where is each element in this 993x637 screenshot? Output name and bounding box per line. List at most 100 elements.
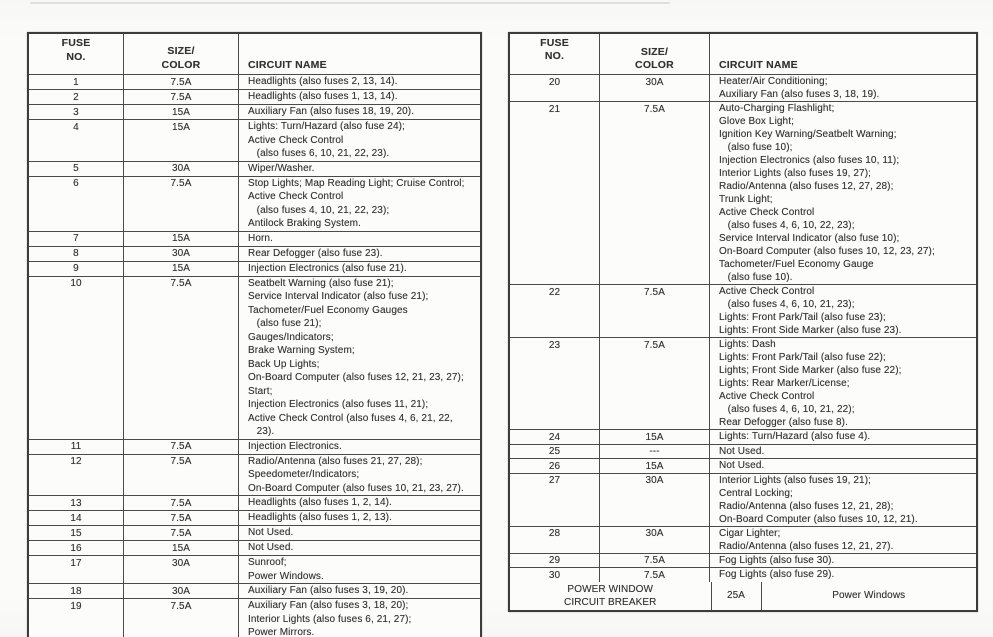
fuse-number-cell: 10 (29, 276, 124, 439)
fuse-table-left: FUSE NO. SIZE/ COLOR CIRCUIT NAME 1 7.5A… (27, 32, 482, 637)
circuit-name-cell: Wiper/Washer. (248, 162, 315, 174)
circuit-name-cell: Auxiliary Fan (also fuses 3, 19, 20). (248, 585, 409, 596)
fuse-table-row: 21 7.5A Auto-Charging Flashlight; Glove … (510, 101, 976, 284)
fuse-size-cell: 30A (600, 526, 710, 553)
fuse-table-row: 15 7.5A Not Used. (29, 525, 480, 540)
fuse-size-cell: 15A (124, 231, 239, 246)
fuse-number-cell: 12 (29, 454, 124, 495)
fuse-table-row: 14 7.5A Headlights (also fuses 1, 2, 13)… (29, 510, 480, 525)
fuse-table-row: 8 30A Rear Defogger (also fuse 23). (29, 245, 480, 261)
fuse-table-row: 13 7.5A Headlights (also fuses 1, 2, 14)… (29, 495, 480, 510)
fuse-number-cell: 30 (510, 568, 600, 582)
circuit-name-cell: Headlights (also fuses 2, 13, 14). (248, 76, 398, 87)
fuse-size-cell: 15A (124, 105, 239, 119)
fuse-table-row: 28 30A Cigar Lighter; Radio/Antenna (als… (510, 525, 976, 553)
circuit-name-cell: Sunroof; Power Windows. (248, 557, 324, 582)
circuit-name-cell: Fog Lights (also fuse 29). (719, 569, 835, 580)
fuse-table-row: 18 30A Auxiliary Fan (also fuses 3, 19, … (29, 583, 480, 598)
table-header-left: FUSE NO. SIZE/ COLOR CIRCUIT NAME (29, 34, 480, 74)
fuse-number-cell: 25 (510, 444, 600, 458)
breaker-name-cell: Power Windows (832, 590, 906, 601)
fuse-table-row: 30 7.5A Fog Lights (also fuse 29). (510, 567, 976, 582)
circuit-name-cell: Lights: Turn/Hazard (also fuse 24); Acti… (248, 121, 405, 159)
fuse-table-row: 4 15A Lights: Turn/Hazard (also fuse 24)… (29, 119, 480, 161)
circuit-name-cell: Not Used. (719, 460, 765, 471)
fuse-number-cell: 7 (29, 231, 124, 246)
fuse-table-row: 3 15A Auxiliary Fan (also fuses 18, 19, … (29, 104, 480, 119)
fuse-number-cell: 2 (29, 90, 124, 104)
fuse-number-cell: 11 (29, 439, 124, 454)
fuse-table-row: 10 7.5A Seatbelt Warning (also fuse 21);… (29, 275, 480, 439)
fuse-size-cell: 30A (124, 246, 239, 261)
fuse-size-cell: 7.5A (124, 526, 239, 540)
fuse-table-row: 26 15A Not Used. (510, 458, 976, 473)
circuit-name-cell: Not Used. (719, 445, 765, 457)
circuit-name-cell: Rear Defogger (also fuse 23). (248, 247, 383, 259)
fuse-number-cell: 16 (29, 541, 124, 555)
table-body-left: 1 7.5A Headlights (also fuses 2, 13, 14)… (29, 74, 480, 637)
circuit-name-cell: Cigar Lighter; Radio/Antenna (also fuses… (719, 527, 894, 552)
circuit-name-cell: Active Check Control (also fuses 4, 6, 1… (719, 286, 902, 336)
fuse-size-cell: 7.5A (600, 285, 710, 337)
fuse-number-cell: 8 (29, 246, 124, 261)
fuse-number-cell: 23 (510, 338, 600, 429)
fuse-size-cell: 7.5A (600, 102, 710, 284)
fuse-table-row: 22 7.5A Active Check Control (also fuses… (510, 284, 976, 337)
fuse-table-row: 25 --- Not Used. (510, 443, 976, 458)
fuse-number-cell: 4 (29, 120, 124, 161)
circuit-name-header: CIRCUIT NAME (248, 58, 327, 71)
circuit-name-cell: Auxiliary Fan (also fuses 3, 18, 20); In… (248, 600, 412, 637)
fuse-table-row: 27 30A Interior Lights (also fuses 19, 2… (510, 472, 976, 526)
fuse-size-cell: 15A (600, 459, 710, 473)
fuse-size-cell: 30A (124, 161, 239, 176)
circuit-name-cell: Lights: Dash Lights: Front Park/Tail (al… (719, 339, 902, 428)
fuse-number-cell: 5 (29, 161, 124, 176)
table-header-right: FUSE NO. SIZE/ COLOR CIRCUIT NAME (510, 34, 976, 74)
fuse-number-cell: 28 (510, 526, 600, 553)
fuse-size-cell: 30A (124, 584, 239, 598)
fuse-number-cell: 26 (510, 459, 600, 473)
circuit-name-cell: Not Used. (248, 527, 294, 538)
fuse-number-cell: 19 (29, 599, 124, 637)
fuse-table-row: 24 15A Lights: Turn/Hazard (also fuse 4)… (510, 429, 976, 444)
fuse-number-cell: 6 (29, 176, 124, 231)
fuse-table-row: 5 30A Wiper/Washer. (29, 160, 480, 176)
size-color-header: SIZE/ COLOR (124, 34, 239, 74)
fuse-no-header: FUSE NO. (510, 34, 600, 74)
circuit-name-cell: Auxiliary Fan (also fuses 18, 19, 20). (248, 106, 415, 117)
fuse-table-row: 17 30A Sunroof; Power Windows. (29, 555, 480, 583)
circuit-name-cell: Headlights (also fuses 1, 13, 14). (248, 91, 398, 102)
circuit-name-cell: Horn. (248, 232, 273, 244)
fuse-table-row: 2 7.5A Headlights (also fuses 1, 13, 14)… (29, 89, 480, 104)
fuse-table-row: 20 30A Heater/Air Conditioning; Auxiliar… (510, 74, 976, 101)
fuse-table-row: 11 7.5A Injection Electronics. (29, 438, 480, 454)
circuit-name-cell: Not Used. (248, 542, 294, 553)
fuse-table-row: 6 7.5A Stop Lights; Map Reading Light; C… (29, 175, 480, 231)
fuse-size-cell: 7.5A (124, 439, 239, 454)
size-color-header: SIZE/ COLOR (600, 34, 710, 74)
fuse-size-cell: 7.5A (124, 176, 239, 231)
fuse-no-header: FUSE NO. (29, 34, 124, 74)
fuse-size-cell: 15A (124, 541, 239, 555)
breaker-size-cell: 25A (712, 581, 762, 610)
fuse-number-cell: 17 (29, 556, 124, 583)
fuse-number-cell: 15 (29, 526, 124, 540)
circuit-name-cell: Injection Electronics (also fuse 21). (248, 262, 407, 274)
table-body-right: 20 30A Heater/Air Conditioning; Auxiliar… (510, 74, 976, 582)
circuit-name-header: CIRCUIT NAME (719, 59, 798, 71)
fuse-size-cell: 30A (600, 473, 710, 526)
fuse-table-row: 16 15A Not Used. (29, 540, 480, 555)
fuse-table-row: 9 15A Injection Electronics (also fuse 2… (29, 260, 480, 276)
fuse-number-cell: 24 (510, 430, 600, 444)
circuit-name-cell: Heater/Air Conditioning; Auxiliary Fan (… (719, 76, 880, 100)
breaker-label-cell: POWER WINDOW CIRCUIT BREAKER (510, 581, 712, 610)
circuit-name-cell: Interior Lights (also fuses 19, 21); Cen… (719, 474, 918, 525)
circuit-name-cell: Radio/Antenna (also fuses 21, 27, 28); S… (248, 455, 464, 494)
circuit-name-cell: Stop Lights; Map Reading Light; Cruise C… (248, 177, 465, 230)
fuse-number-cell: 27 (510, 473, 600, 526)
fuse-number-cell: 14 (29, 511, 124, 525)
fuse-table-row: 19 7.5A Auxiliary Fan (also fuses 3, 18,… (29, 598, 480, 637)
fuse-table-row: 12 7.5A Radio/Antenna (also fuses 21, 27… (29, 453, 480, 495)
fuse-size-cell: 15A (600, 430, 710, 444)
